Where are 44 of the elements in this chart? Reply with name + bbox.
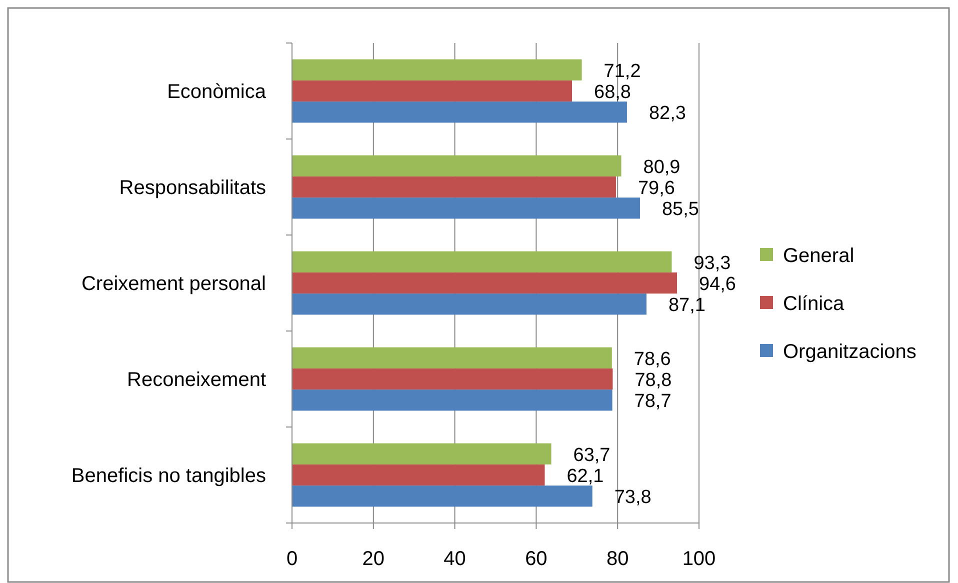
data-label: 73,8 <box>614 487 652 508</box>
bar <box>292 80 572 102</box>
bar <box>292 272 678 294</box>
data-label: 79,6 <box>638 178 675 199</box>
bar <box>292 102 627 123</box>
data-label: 62,1 <box>566 466 604 487</box>
data-label: 94,6 <box>699 274 736 295</box>
data-label: 68,8 <box>594 82 631 103</box>
x-tick-label: 40 <box>444 548 466 570</box>
y-tick-label: Econòmica <box>167 81 267 103</box>
bar <box>292 155 622 176</box>
bar <box>292 464 545 486</box>
data-label: 78,8 <box>634 370 672 391</box>
data-label: 82,3 <box>648 103 686 124</box>
legend-label: Clínica <box>783 293 846 315</box>
data-label: 93,3 <box>694 252 731 274</box>
bar <box>292 198 640 219</box>
y-tick-label: Creixement personal <box>81 273 266 295</box>
data-label: 85,5 <box>662 199 699 220</box>
bar <box>292 390 612 411</box>
x-tick-label: 60 <box>525 548 548 570</box>
bar <box>292 294 646 315</box>
x-tick-label: 80 <box>606 548 629 570</box>
bar <box>292 443 552 464</box>
x-tick-label: 20 <box>362 548 385 570</box>
data-label: 80,9 <box>643 156 680 178</box>
bar <box>292 486 592 507</box>
bar <box>292 176 616 198</box>
data-label: 78,6 <box>634 348 671 370</box>
y-tick-label: Beneficis no tangibles <box>71 465 266 487</box>
data-label: 71,2 <box>604 60 641 82</box>
x-tick-label: 0 <box>286 548 298 570</box>
legend-label: Organitzacions <box>783 341 916 363</box>
data-label: 63,7 <box>573 444 610 466</box>
y-tick-label: Responsabilitats <box>119 177 266 199</box>
bar <box>292 347 612 368</box>
bar <box>292 59 582 80</box>
x-tick-label: 100 <box>682 548 716 570</box>
bar <box>292 251 672 272</box>
data-label: 87,1 <box>668 295 706 316</box>
bar <box>292 368 613 390</box>
y-tick-label: Reconeixement <box>127 369 266 391</box>
legend-label: General <box>783 245 854 267</box>
data-label: 78,7 <box>634 391 672 412</box>
